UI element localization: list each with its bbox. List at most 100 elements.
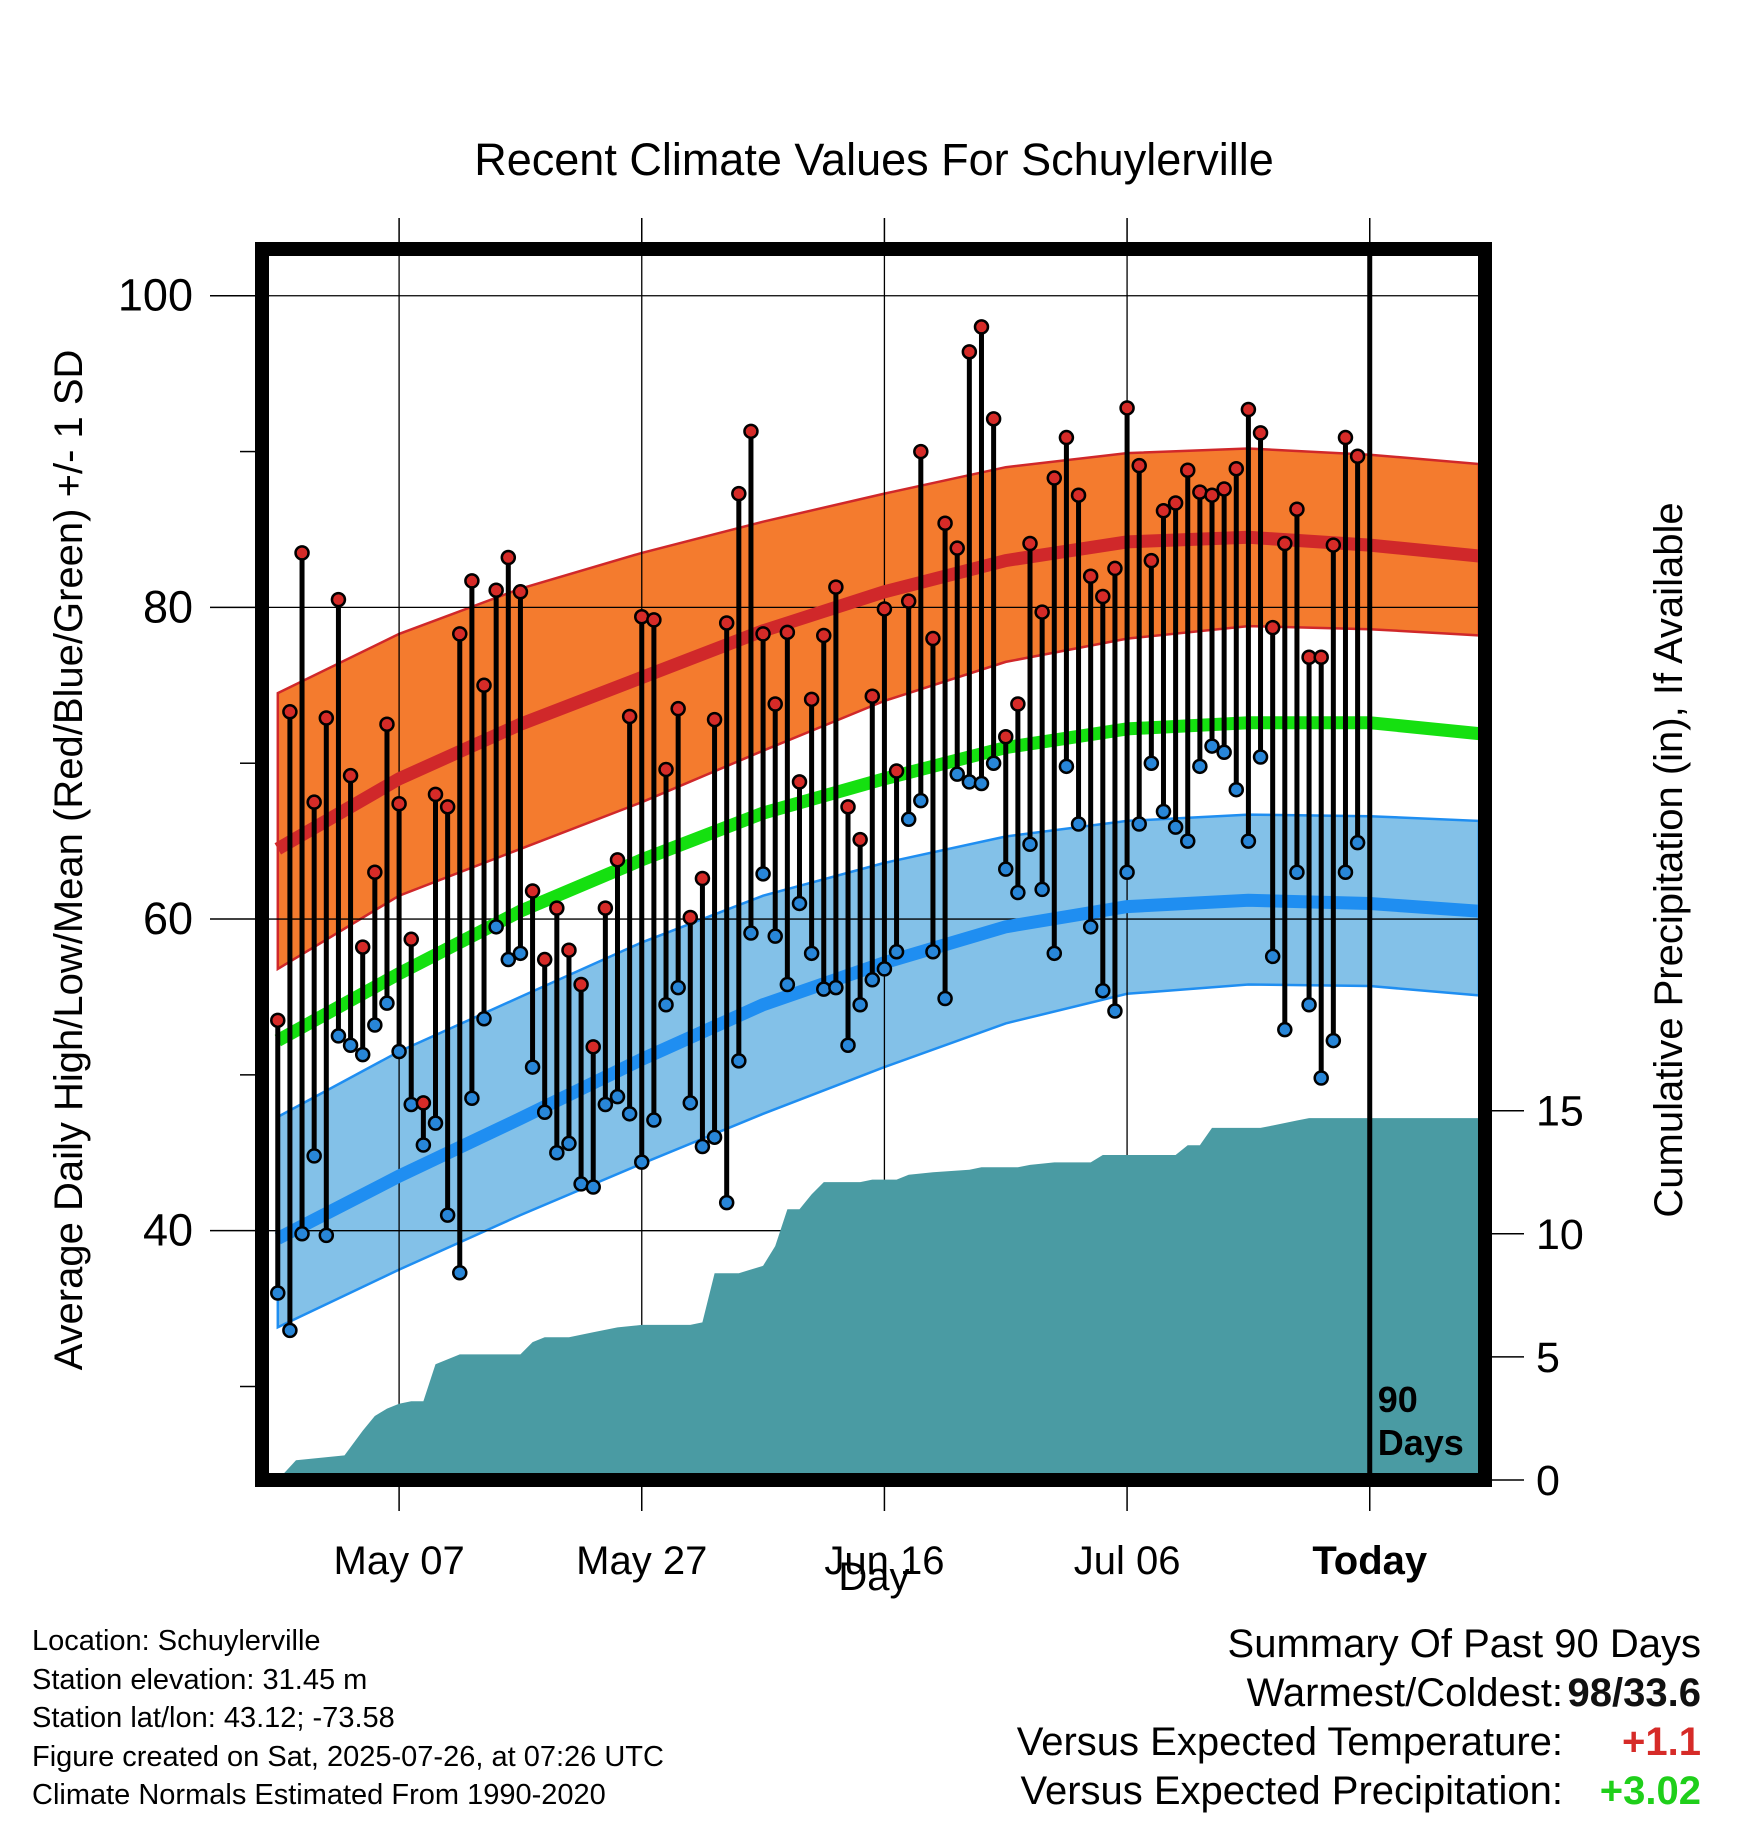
- low-point: [512, 945, 529, 962]
- x-tick-label: Jun 16: [824, 1539, 944, 1583]
- high-point: [791, 774, 808, 790]
- high-point: [779, 624, 796, 641]
- high-point: [1046, 470, 1063, 486]
- low-point: [476, 1011, 492, 1027]
- high-point: [949, 540, 965, 556]
- precip-value: +3.02: [1599, 1769, 1701, 1813]
- high-point: [1155, 503, 1172, 519]
- low-point: [682, 1095, 699, 1111]
- x-tick-label: Jul 06: [1074, 1539, 1181, 1583]
- high-point: [524, 883, 541, 899]
- high-point: [767, 696, 783, 712]
- y2-tick-label: 0: [1536, 1457, 1560, 1505]
- high-point: [403, 931, 419, 948]
- location-text: Location: Schuylerville: [32, 1625, 321, 1657]
- low-point: [694, 1138, 711, 1155]
- high-point: [658, 761, 674, 778]
- high-point: [464, 573, 480, 589]
- low-point: [634, 1154, 650, 1170]
- high-point: [1131, 457, 1147, 474]
- low-point: [342, 1037, 359, 1054]
- low-point: [1289, 864, 1305, 881]
- high-point: [1337, 429, 1354, 446]
- high-point: [1216, 481, 1232, 497]
- low-point: [973, 775, 990, 792]
- high-point: [997, 728, 1014, 745]
- high-point: [1277, 535, 1293, 552]
- low-point: [354, 1046, 371, 1063]
- low-point: [452, 1265, 468, 1281]
- low-point: [330, 1028, 347, 1044]
- precip-row: Versus Expected Precipitation: +3.02: [1017, 1767, 1701, 1816]
- low-point: [367, 1017, 383, 1033]
- summary-panel: Summary Of Past 90 Days Warmest/Coldest:…: [1017, 1620, 1701, 1816]
- low-point: [524, 1059, 541, 1075]
- high-point: [961, 344, 978, 360]
- summary-title: Summary Of Past 90 Days: [1227, 1622, 1701, 1666]
- low-point: [779, 976, 796, 993]
- warmest-label: Warmest/Coldest:: [1246, 1671, 1563, 1715]
- low-point: [1337, 864, 1354, 881]
- high-point: [913, 443, 929, 460]
- high-point: [985, 411, 1002, 427]
- low-point: [743, 925, 759, 941]
- low-point: [900, 811, 917, 828]
- high-point: [646, 612, 662, 628]
- y-tick-label: 80: [143, 581, 193, 632]
- high-point: [488, 582, 504, 599]
- high-point: [1349, 448, 1366, 464]
- x-tick-label: May 07: [334, 1539, 465, 1583]
- low-point: [1010, 884, 1026, 901]
- high-point: [1264, 619, 1281, 636]
- y2-axis-label: Cumulative Precipitation (in), If Availa…: [1647, 502, 1691, 1217]
- high-point: [1252, 425, 1269, 441]
- low-point: [1349, 834, 1366, 851]
- high-point: [1143, 552, 1160, 569]
- high-point: [367, 864, 383, 881]
- low-point: [391, 1043, 407, 1060]
- low-point: [1325, 1032, 1342, 1049]
- low-point: [1131, 816, 1147, 832]
- high-point: [1313, 649, 1329, 666]
- low-point: [828, 979, 844, 996]
- high-point: [1070, 487, 1087, 503]
- high-point: [718, 615, 735, 631]
- low-point: [840, 1037, 856, 1054]
- low-point: [294, 1226, 310, 1242]
- low-point: [536, 1104, 553, 1121]
- climate-chart: Recent Climate Values For Schuylerville …: [47, 134, 1691, 1599]
- high-point: [755, 626, 771, 642]
- normals-text: Climate Normals Estimated From 1990-2020: [32, 1779, 606, 1811]
- high-point: [549, 900, 565, 916]
- low-point: [306, 1148, 322, 1164]
- y2-tick-label: 5: [1536, 1334, 1560, 1382]
- high-point: [1289, 501, 1305, 517]
- high-point: [888, 763, 905, 779]
- high-point: [512, 584, 529, 600]
- low-point: [585, 1179, 601, 1195]
- high-point: [706, 711, 723, 728]
- warmest-row: Warmest/Coldest: 98/33.6: [1017, 1669, 1701, 1718]
- low-point: [1022, 836, 1038, 852]
- low-point: [415, 1137, 432, 1153]
- low-point: [1192, 758, 1208, 775]
- low-point: [1301, 996, 1317, 1013]
- high-point: [816, 627, 832, 644]
- low-point: [379, 995, 395, 1011]
- high-point: [1058, 429, 1075, 446]
- low-point: [670, 979, 686, 996]
- temp-label: Versus Expected Temperature:: [1016, 1720, 1563, 1764]
- low-point: [282, 1322, 298, 1339]
- y-tick-label: 40: [143, 1205, 193, 1256]
- low-point: [755, 866, 771, 882]
- high-point: [354, 939, 371, 955]
- y-axis-label: Average Daily High/Low/Mean (Red/Blue/Gr…: [47, 350, 91, 1371]
- low-point: [1107, 1003, 1123, 1019]
- low-point: [876, 961, 893, 977]
- low-point: [1046, 945, 1063, 962]
- low-point: [609, 1088, 626, 1105]
- low-point: [731, 1053, 747, 1069]
- y2-tick-label: 10: [1536, 1211, 1584, 1259]
- low-point: [1082, 919, 1099, 935]
- low-point: [1095, 982, 1111, 999]
